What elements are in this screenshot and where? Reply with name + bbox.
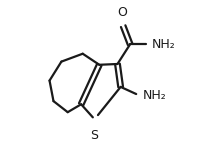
Text: NH₂: NH₂	[143, 89, 167, 102]
Text: NH₂: NH₂	[152, 38, 176, 51]
Text: O: O	[117, 6, 127, 19]
Text: S: S	[91, 129, 98, 142]
